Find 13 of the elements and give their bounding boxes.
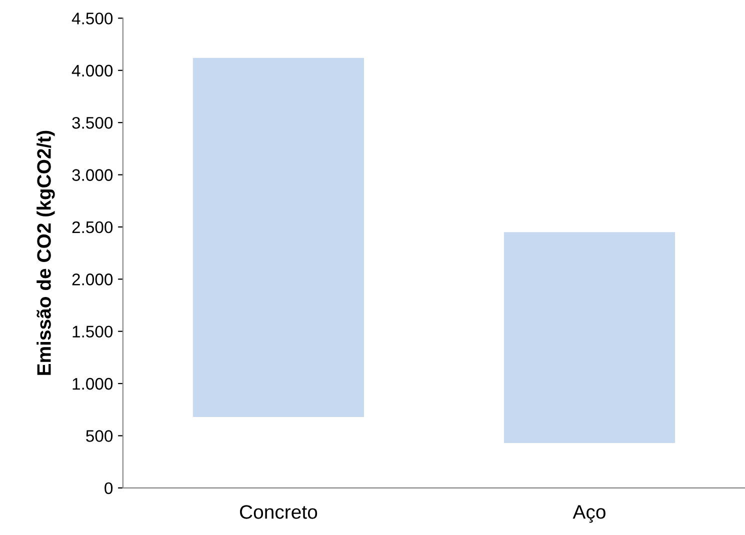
- x-tick-label: Concreto: [240, 505, 318, 519]
- y-tick-label: 4.500: [72, 12, 113, 24]
- y-tick-label: 3.500: [72, 116, 113, 129]
- y-tick-label: 2.500: [72, 221, 113, 234]
- y-tick-label: 2.000: [72, 274, 113, 286]
- y-tick-label: 0: [104, 482, 113, 494]
- y-axis-title: Emissão de CO2 (kgCO2/t): [36, 130, 55, 375]
- y-tick-label: 1.500: [72, 326, 113, 338]
- y-tick-label: 1.000: [72, 378, 113, 390]
- y-tick-label: 3.000: [72, 169, 113, 181]
- x-tick-label: Aço: [572, 505, 606, 523]
- y-tick-label: 4.000: [72, 64, 113, 77]
- y-tick-label: 500: [86, 430, 113, 442]
